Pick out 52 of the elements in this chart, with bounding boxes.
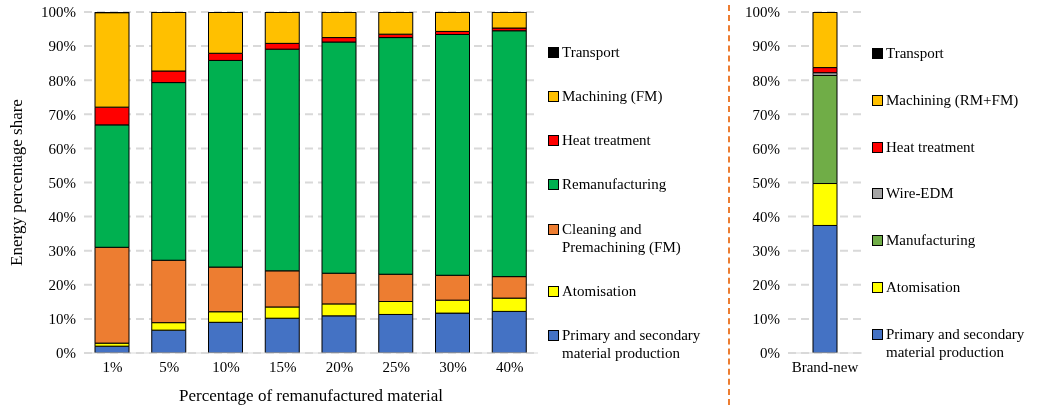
y-tick-label: 90% xyxy=(752,38,780,55)
y-tick-label: 50% xyxy=(48,174,76,191)
y-axis-title: Energy percentage share xyxy=(7,99,27,266)
x-tick-label: 25% xyxy=(382,358,410,375)
x-axis-title: Percentage of remanufactured material xyxy=(179,386,444,405)
x-tick-label: 40% xyxy=(495,358,524,375)
legend-label: Transport xyxy=(562,43,620,62)
y-tick-label: 60% xyxy=(48,140,76,157)
legend-label: Cleaning and Premachining (FM) xyxy=(562,219,682,256)
x-tick-label: 1% xyxy=(102,358,123,375)
legend-label: Manufacturing xyxy=(886,231,976,250)
y-tick-label: 30% xyxy=(48,243,76,260)
y-tick-label: 70% xyxy=(48,106,76,123)
legend-label: Machining (RM+FM) xyxy=(886,91,1019,110)
x-tick-label: 5% xyxy=(159,358,180,375)
y-tick-label: 30% xyxy=(752,243,780,260)
x-tick-label: 30% xyxy=(439,358,467,375)
legend-label: Heat treatment xyxy=(886,137,975,156)
y-tick-label: 60% xyxy=(752,140,780,157)
y-tick-label: 80% xyxy=(752,72,780,89)
y-tick-label: 100% xyxy=(745,4,780,21)
bar xyxy=(491,12,527,29)
legend-label: Primary and secondary material production xyxy=(886,324,1026,361)
legend-label: Machining (FM) xyxy=(562,87,663,106)
y-tick-label: 40% xyxy=(752,208,780,225)
y-tick-label: 10% xyxy=(752,311,780,328)
x-tick-label: 10% xyxy=(212,358,240,375)
bar xyxy=(321,12,357,39)
y-tick-label: 80% xyxy=(48,72,76,89)
y-tick-label: 0% xyxy=(760,345,780,362)
legend-label: Heat treatment xyxy=(562,131,651,150)
legend-label: Primary and secondary material production xyxy=(562,325,702,362)
y-tick-label: 20% xyxy=(48,277,76,294)
legend-label: Transport xyxy=(886,44,944,63)
y-tick-label: 0% xyxy=(56,345,76,362)
y-tick-label: 90% xyxy=(48,38,76,55)
bar xyxy=(378,12,414,35)
legend-label: Remanufacturing xyxy=(562,175,667,194)
y-tick-label: 10% xyxy=(48,311,76,328)
legend-label: Atomisation xyxy=(562,281,637,300)
legend-label: Wire-EDM xyxy=(886,184,954,203)
bar xyxy=(435,12,470,32)
y-tick-label: 20% xyxy=(752,277,780,294)
legend-label: Atomisation xyxy=(886,277,961,296)
y-tick-label: 100% xyxy=(41,4,76,21)
x-tick-label: 15% xyxy=(268,358,297,375)
x-tick-label: Brand-new xyxy=(791,358,859,375)
y-tick-label: 70% xyxy=(752,106,780,123)
x-tick-label: 20% xyxy=(325,358,354,375)
y-tick-label: 40% xyxy=(48,208,76,225)
y-tick-label: 50% xyxy=(752,174,780,191)
bar xyxy=(812,12,838,69)
